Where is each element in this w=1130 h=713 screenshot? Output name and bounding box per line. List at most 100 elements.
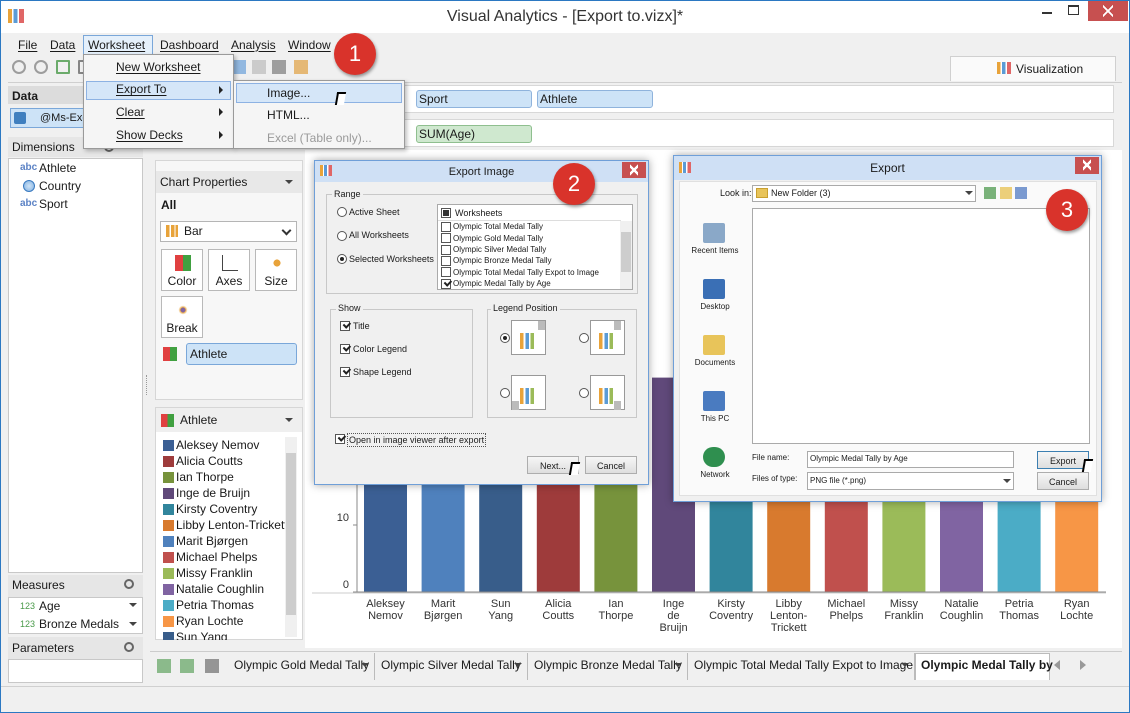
checkbox[interactable] [340,343,352,354]
worksheet-checkbox[interactable] [441,267,451,278]
radio[interactable] [500,388,510,398]
sheet-tab[interactable] [375,653,528,680]
legend-position-thumb[interactable] [590,320,625,355]
legend-position-thumb[interactable] [590,375,625,410]
worksheet-item[interactable]: Olympic Gold Medal Tally [453,233,544,243]
next-button[interactable]: Next... [527,456,579,474]
radio[interactable] [337,230,347,241]
visualization-tab[interactable] [950,56,1116,81]
tab-scroll-right[interactable] [1080,660,1086,670]
menu-item[interactable]: Window [288,37,331,52]
menu-option[interactable]: New Worksheet [116,59,201,74]
legend-item[interactable]: Marit Bjørgen [176,533,249,548]
toolbar-icon[interactable] [12,60,26,74]
legend-item[interactable]: Sun Yang [176,629,228,640]
nav-icon[interactable] [1015,187,1027,199]
worksheet-item[interactable]: Olympic Medal Tally by Age [453,278,551,288]
file-name-input[interactable] [807,451,1014,468]
range-option[interactable]: All Worksheets [349,230,409,241]
worksheet-item[interactable]: Olympic Total Medal Tally [453,222,543,232]
legend-item[interactable]: Natalie Coughlin [176,581,265,596]
place-label[interactable]: Network [700,470,730,480]
checkbox[interactable] [335,433,347,444]
property-button[interactable]: Color [161,249,203,291]
range-option[interactable]: Selected Worksheets [349,253,434,264]
sheet-tab[interactable] [915,653,1050,680]
menu-option[interactable]: Show Decks [116,127,183,142]
submenu-option[interactable]: HTML... [267,108,310,123]
property-button[interactable]: Break [161,296,203,338]
sheet-tab[interactable] [528,653,688,680]
place-label[interactable]: This PC [700,414,730,424]
legend-item[interactable]: Ian Thorpe [176,469,234,484]
look-in-select[interactable] [752,185,976,202]
legend-position-thumb[interactable] [511,375,546,410]
legend-position-thumb[interactable] [511,320,546,355]
toolbar-icon[interactable] [294,60,308,74]
show-option[interactable]: Color Legend [353,343,408,354]
radio[interactable] [500,333,510,343]
place-label[interactable]: Recent Items [691,246,739,256]
place-icon[interactable] [703,335,725,355]
legend-item[interactable]: Ryan Lochte [176,613,244,628]
place-label[interactable]: Desktop [700,302,730,312]
worksheet-item[interactable]: Olympic Silver Medal Tally [453,245,547,254]
tab-scroll-left[interactable] [1054,660,1060,670]
worksheet-item[interactable]: Olympic Bronze Medal Tally [453,256,552,266]
nav-icon[interactable] [1000,187,1012,199]
cancel-button[interactable]: Cancel [1037,472,1089,490]
worksheet-checkbox[interactable] [441,255,451,266]
menu-option[interactable]: Export To [116,82,167,97]
column-pill[interactable] [537,90,653,108]
worksheet-checkbox[interactable] [441,244,451,255]
legend-item[interactable]: Alicia Coutts [176,453,243,468]
legend-item[interactable]: Michael Phelps [176,549,258,564]
submenu-option[interactable]: Excel (Table only)... [267,130,372,145]
radio[interactable] [579,388,589,398]
property-button[interactable]: Axes [208,249,250,291]
column-pill[interactable] [416,90,532,108]
sheet-tab[interactable] [688,653,915,680]
legend-item[interactable]: Libby Lenton-Trickett [176,517,285,532]
place-icon[interactable] [703,447,725,467]
property-button[interactable]: Size [255,249,297,291]
show-option[interactable]: Shape Legend [353,366,412,377]
menu-option[interactable]: Clear [116,105,145,119]
checkbox[interactable] [340,320,352,331]
menu-item[interactable]: Dashboard [160,37,219,52]
submenu-option[interactable]: Image... [267,85,311,100]
row-pill[interactable] [416,125,532,143]
place-label[interactable]: Documents [694,358,736,368]
tab-tool-icon[interactable] [180,659,194,673]
nav-icon[interactable] [984,187,996,199]
checkbox[interactable] [340,366,352,377]
file-type-select[interactable] [807,472,1014,490]
color-field-pill[interactable] [186,343,297,365]
open-viewer-option[interactable]: Open in image viewer after export [347,432,487,448]
toolbar-icon[interactable] [34,60,48,74]
legend-item[interactable]: Petria Thomas [176,597,254,612]
tab-tool-icon[interactable] [205,659,219,673]
place-icon[interactable] [703,391,725,411]
toolbar-icon[interactable] [232,60,246,74]
dimension-field[interactable]: Sport [39,196,68,211]
dimension-field[interactable]: Athlete [39,160,77,175]
legend-item[interactable]: Missy Franklin [176,565,253,580]
toolbar-icon[interactable] [252,60,266,74]
measure-field[interactable]: Bronze Medals [39,616,120,631]
legend-item[interactable]: Aleksey Nemov [176,437,260,452]
range-option[interactable]: Active Sheet [349,206,400,217]
worksheet-checkbox[interactable] [441,277,453,289]
worksheet-checkbox[interactable] [441,222,451,232]
menu-item[interactable]: Analysis [231,37,276,52]
toolbar-icon[interactable] [272,60,286,74]
legend-item[interactable]: Inge de Bruijn [176,485,251,500]
menu-item[interactable]: Data [50,37,76,52]
measure-field[interactable]: Age [39,598,61,613]
toolbar-icon[interactable] [56,60,70,74]
sheet-tab[interactable] [228,653,375,680]
chart-type-select[interactable] [160,221,297,242]
worksheet-checkbox[interactable] [441,233,451,244]
worksheet-item[interactable]: Olympic Total Medal Tally Expot to Image [453,267,599,277]
cancel-button[interactable]: Cancel [585,456,637,474]
